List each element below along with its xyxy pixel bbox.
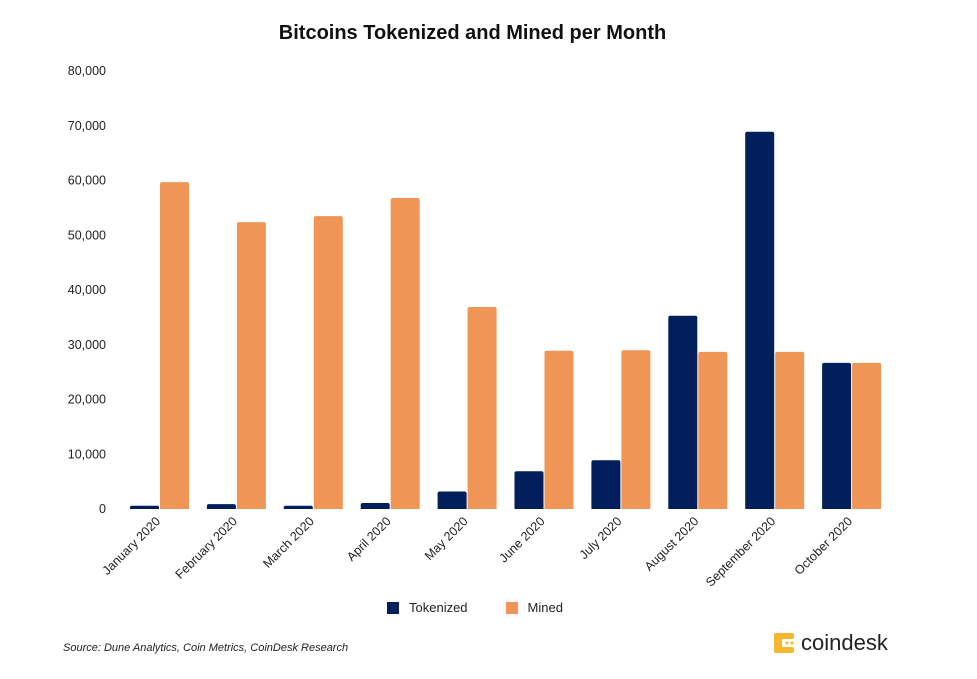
legend: Tokenized Mined [387,600,601,615]
y-tick-label: 30,000 [68,338,106,352]
source-note: Source: Dune Analytics, Coin Metrics, Co… [63,642,349,654]
bar-mined [775,351,805,509]
legend-swatch-mined [505,601,518,614]
x-tick-label: March 2020 [260,514,317,571]
y-tick-label: 10,000 [68,447,106,461]
bar-tokenized [360,502,390,509]
bar-mined [390,198,420,509]
coindesk-logo-text: coindesk [801,630,888,655]
y-tick-label: 70,000 [68,119,106,133]
bar-mined [467,306,497,509]
bar-mined [236,222,266,510]
x-tick-label: April 2020 [344,514,394,564]
bar-tokenized [822,362,852,509]
bar-tokenized [130,505,159,509]
x-tick-label: July 2020 [577,514,625,562]
y-tick-label: 60,000 [68,174,106,188]
bar-mined [852,362,882,509]
bar-mined [698,351,728,509]
bar-tokenized [437,491,467,509]
coindesk-logo-icon [774,633,794,653]
chart-title: Bitcoins Tokenized and Mined per Month [278,22,667,44]
coindesk-logo: coindesk [773,630,888,656]
bar-mined [313,216,343,509]
x-tick-label: February 2020 [173,514,240,581]
legend-label-mined: Mined [527,600,563,615]
bar-tokenized [591,460,621,509]
y-tick-label: 50,000 [68,228,106,242]
legend-label-tokenized: Tokenized [409,600,468,615]
x-tick-label: September 2020 [703,514,778,589]
x-tick-label: May 2020 [422,514,471,563]
legend-swatch-tokenized [387,601,399,614]
x-tick-label: January 2020 [100,514,163,577]
legend-item-mined: Mined [505,600,563,615]
bar-tokenized [514,471,544,509]
x-tick-label: October 2020 [792,514,855,577]
y-tick-label: 20,000 [68,393,106,407]
legend-item-tokenized: Tokenized [387,600,468,615]
bar-tokenized [668,315,698,509]
y-tick-label: 80,000 [68,64,106,78]
y-tick-label: 0 [99,502,106,516]
x-tick-label: June 2020 [496,514,547,565]
bar-mined [160,182,189,509]
bar-mined [544,350,574,509]
x-tick-label: August 2020 [642,514,702,574]
bar-tokenized [745,131,775,509]
bar-tokenized [283,505,313,509]
y-tick-label: 40,000 [68,283,106,297]
bar-tokenized [206,504,236,509]
bar-mined [621,350,651,509]
